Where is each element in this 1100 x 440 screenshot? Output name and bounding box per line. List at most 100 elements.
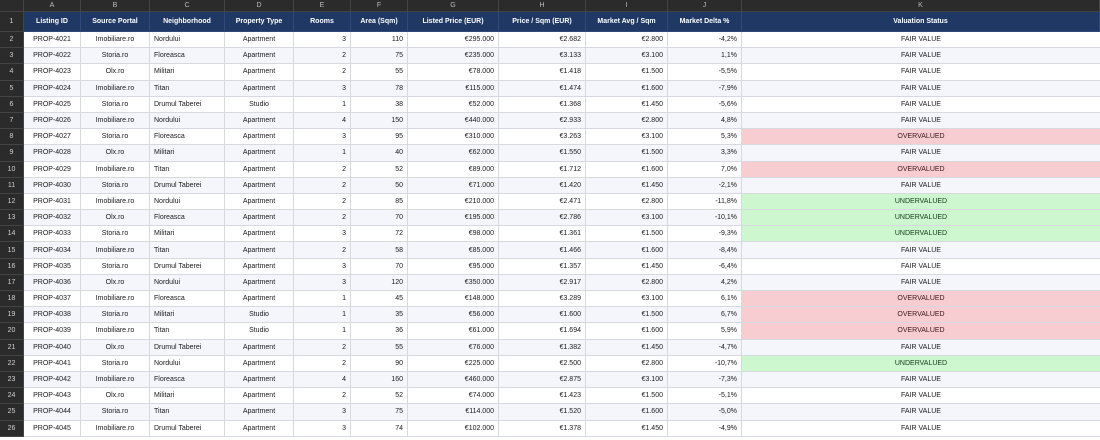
cell-market-avg[interactable]: €2.800 (586, 112, 668, 130)
cell-listing-id[interactable]: PROP-4027 (24, 129, 81, 146)
cell-valuation-status[interactable]: FAIR VALUE (742, 258, 1100, 275)
cell-listing-id[interactable]: PROP-4028 (24, 145, 81, 162)
column-letter-h[interactable]: H (499, 0, 586, 12)
cell-property-type[interactable]: Apartment (225, 388, 294, 405)
cell-price-per-sqm[interactable]: €1.466 (499, 242, 586, 259)
row-number[interactable]: 23 (0, 371, 24, 389)
row-number[interactable]: 9 (0, 145, 24, 162)
cell-neighborhood[interactable]: Nordului (150, 32, 225, 49)
cell-source-portal[interactable]: Storia.ro (81, 129, 150, 146)
cell-valuation-status[interactable]: OVERVALUED (742, 161, 1100, 178)
cell-listing-id[interactable]: PROP-4034 (24, 242, 81, 259)
cell-neighborhood[interactable]: Titan (150, 161, 225, 178)
cell-source-portal[interactable]: Storia.ro (81, 226, 150, 243)
cell-area[interactable]: 35 (351, 307, 408, 324)
row-number[interactable]: 10 (0, 161, 24, 178)
cell-price-per-sqm[interactable]: €1.694 (499, 323, 586, 340)
cell-property-type[interactable]: Apartment (225, 64, 294, 81)
cell-listed-price[interactable]: €114.000 (408, 404, 499, 421)
cell-property-type[interactable]: Apartment (225, 242, 294, 259)
cell-listing-id[interactable]: PROP-4035 (24, 258, 81, 275)
cell-area[interactable]: 70 (351, 258, 408, 275)
cell-valuation-status[interactable]: OVERVALUED (742, 129, 1100, 146)
cell-market-delta[interactable]: -7,9% (668, 80, 742, 97)
cell-rooms[interactable]: 2 (294, 242, 351, 259)
row-number[interactable]: 3 (0, 48, 24, 65)
cell-market-delta[interactable]: -4,7% (668, 339, 742, 356)
cell-valuation-status[interactable]: FAIR VALUE (742, 64, 1100, 81)
cell-listed-price[interactable]: €78.000 (408, 64, 499, 81)
cell-listing-id[interactable]: PROP-4025 (24, 96, 81, 113)
cell-listed-price[interactable]: €295.000 (408, 32, 499, 49)
cell-area[interactable]: 160 (351, 371, 408, 389)
cell-property-type[interactable]: Studio (225, 307, 294, 324)
cell-area[interactable]: 110 (351, 32, 408, 49)
cell-rooms[interactable]: 2 (294, 48, 351, 65)
cell-listing-id[interactable]: PROP-4023 (24, 64, 81, 81)
cell-market-avg[interactable]: €1.600 (586, 404, 668, 421)
cell-neighborhood[interactable]: Militari (150, 145, 225, 162)
cell-area[interactable]: 50 (351, 177, 408, 194)
row-number[interactable]: 2 (0, 32, 24, 49)
cell-price-per-sqm[interactable]: €1.420 (499, 177, 586, 194)
column-letter-f[interactable]: F (351, 0, 408, 12)
header-valuation-status[interactable]: Valuation Status (742, 12, 1100, 32)
cell-listing-id[interactable]: PROP-4037 (24, 291, 81, 308)
cell-market-avg[interactable]: €3.100 (586, 48, 668, 65)
cell-neighborhood[interactable]: Floreasca (150, 48, 225, 65)
cell-price-per-sqm[interactable]: €1.378 (499, 420, 586, 437)
cell-neighborhood[interactable]: Titan (150, 242, 225, 259)
cell-rooms[interactable]: 4 (294, 112, 351, 130)
column-letter-a[interactable]: A (24, 0, 81, 12)
row-number[interactable]: 5 (0, 80, 24, 97)
cell-listing-id[interactable]: PROP-4031 (24, 193, 81, 211)
cell-neighborhood[interactable]: Nordului (150, 274, 225, 291)
cell-market-avg[interactable]: €1.500 (586, 388, 668, 405)
cell-property-type[interactable]: Apartment (225, 48, 294, 65)
row-number[interactable]: 22 (0, 355, 24, 372)
cell-listed-price[interactable]: €76.000 (408, 339, 499, 356)
cell-market-delta[interactable]: -2,1% (668, 177, 742, 194)
cell-neighborhood[interactable]: Nordului (150, 112, 225, 130)
cell-source-portal[interactable]: Imobiliare.ro (81, 242, 150, 259)
cell-market-delta[interactable]: -5,5% (668, 64, 742, 81)
cell-valuation-status[interactable]: FAIR VALUE (742, 274, 1100, 291)
cell-rooms[interactable]: 2 (294, 339, 351, 356)
cell-market-delta[interactable]: 6,1% (668, 291, 742, 308)
cell-area[interactable]: 70 (351, 210, 408, 227)
column-letter-k[interactable]: K (742, 0, 1100, 12)
column-letter-i[interactable]: I (586, 0, 668, 12)
cell-listing-id[interactable]: PROP-4039 (24, 323, 81, 340)
cell-rooms[interactable]: 2 (294, 388, 351, 405)
cell-property-type[interactable]: Apartment (225, 32, 294, 49)
cell-listing-id[interactable]: PROP-4030 (24, 177, 81, 194)
cell-market-avg[interactable]: €1.600 (586, 242, 668, 259)
cell-listed-price[interactable]: €74.000 (408, 388, 499, 405)
cell-rooms[interactable]: 1 (294, 323, 351, 340)
cell-listed-price[interactable]: €235.000 (408, 48, 499, 65)
cell-neighborhood[interactable]: Titan (150, 80, 225, 97)
cell-price-per-sqm[interactable]: €3.133 (499, 48, 586, 65)
cell-listed-price[interactable]: €310.000 (408, 129, 499, 146)
cell-price-per-sqm[interactable]: €1.357 (499, 258, 586, 275)
header-price-per-sqm[interactable]: Price / Sqm (EUR) (499, 12, 586, 32)
cell-area[interactable]: 95 (351, 129, 408, 146)
cell-neighborhood[interactable]: Titan (150, 323, 225, 340)
row-number[interactable]: 24 (0, 388, 24, 405)
header-rooms[interactable]: Rooms (294, 12, 351, 32)
cell-valuation-status[interactable]: OVERVALUED (742, 291, 1100, 308)
cell-neighborhood[interactable]: Militari (150, 307, 225, 324)
cell-property-type[interactable]: Studio (225, 323, 294, 340)
cell-valuation-status[interactable]: FAIR VALUE (742, 32, 1100, 49)
select-all-corner[interactable] (0, 0, 24, 12)
cell-listed-price[interactable]: €89.000 (408, 161, 499, 178)
cell-listed-price[interactable]: €62.000 (408, 145, 499, 162)
cell-neighborhood[interactable]: Drumul Taberei (150, 177, 225, 194)
cell-price-per-sqm[interactable]: €1.361 (499, 226, 586, 243)
cell-listing-id[interactable]: PROP-4022 (24, 48, 81, 65)
cell-listing-id[interactable]: PROP-4026 (24, 112, 81, 130)
column-letter-e[interactable]: E (294, 0, 351, 12)
cell-listing-id[interactable]: PROP-4040 (24, 339, 81, 356)
cell-price-per-sqm[interactable]: €2.500 (499, 355, 586, 372)
cell-listed-price[interactable]: €440.000 (408, 112, 499, 130)
